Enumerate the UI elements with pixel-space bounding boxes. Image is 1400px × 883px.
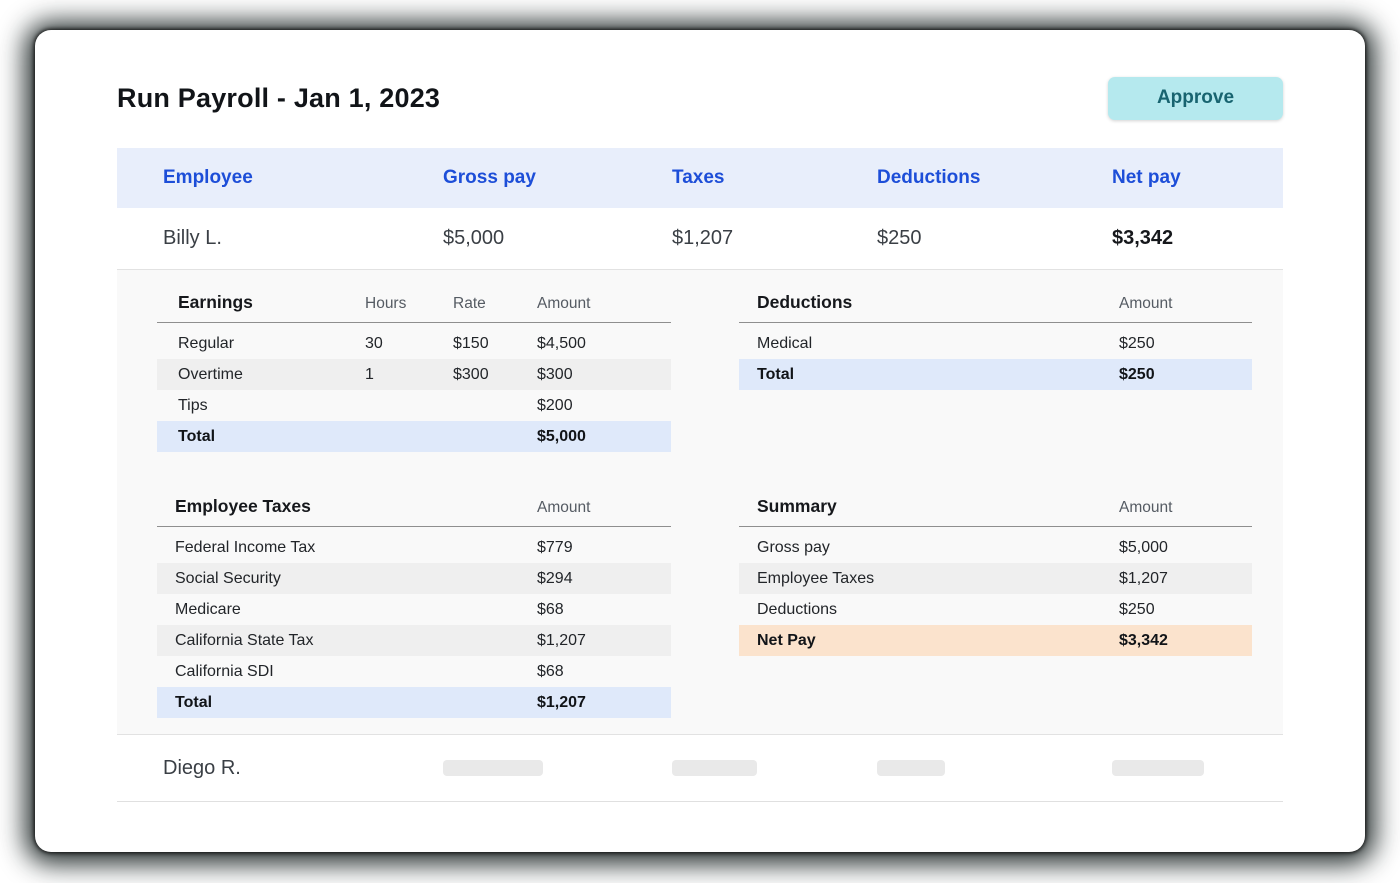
row-label: Regular (178, 334, 235, 352)
payroll-table-header: Employee Gross pay Taxes Deductions Net … (117, 148, 1283, 208)
row-label: Medical (757, 334, 813, 352)
deductions-amount-header: Amount (1119, 295, 1173, 312)
summary-row-deductions: Deductions $250 (739, 594, 1252, 625)
gross-pay-skeleton (443, 760, 543, 776)
column-header-deductions: Deductions (877, 167, 981, 188)
row-amount: $300 (537, 365, 573, 383)
employee-taxes-body: Federal Income Tax $779 Social Security … (157, 532, 671, 718)
column-header-taxes: Taxes (672, 167, 725, 188)
summary-row-employee-taxes: Employee Taxes $1,207 (739, 563, 1252, 594)
deductions-body: Medical $250 Total $250 (739, 328, 1252, 390)
row-amount: $200 (537, 396, 573, 414)
employee-name: Billy L. (163, 227, 222, 249)
employee-row-billy[interactable]: Billy L. $5,000 $1,207 $250 $3,342 (117, 208, 1283, 269)
row-amount: $779 (537, 538, 573, 556)
row-label: Employee Taxes (757, 569, 875, 587)
deductions-header: Deductions Amount (739, 292, 1252, 323)
deductions-title: Deductions (757, 292, 853, 312)
row-label: Gross pay (757, 538, 830, 556)
summary-header: Summary Amount (739, 496, 1252, 527)
gross-pay-value: $5,000 (443, 227, 505, 249)
earnings-table: Earnings Hours Rate Amount Regular 30 $1… (157, 292, 671, 452)
taxes-value: $1,207 (672, 227, 734, 249)
summary-title: Summary (757, 496, 837, 516)
row-label: Deductions (757, 600, 838, 618)
earnings-total-row: Total $5,000 (157, 421, 671, 452)
expanded-detail-panel: Earnings Hours Rate Amount Regular 30 $1… (117, 269, 1283, 735)
row-amount: $1,207 (1119, 569, 1168, 587)
net-pay-value: $3,342 (1112, 227, 1174, 249)
column-header-employee: Employee (163, 167, 253, 188)
total-amount: $250 (1119, 365, 1155, 383)
earnings-rate-header: Rate (453, 295, 486, 312)
earnings-title: Earnings (178, 292, 253, 312)
row-amount: $1,207 (537, 631, 586, 649)
deductions-table: Deductions Amount Medical $250 Total $25… (739, 292, 1252, 390)
summary-amount-header: Amount (1119, 499, 1173, 516)
employee-name: Diego R. (163, 756, 241, 779)
column-header-net-pay: Net pay (1112, 167, 1181, 188)
row-label: California State Tax (175, 631, 314, 649)
summary-table: Summary Amount Gross pay $5,000 Employee… (739, 496, 1252, 656)
row-label: Social Security (175, 569, 281, 587)
row-amount: $250 (1119, 600, 1155, 618)
earnings-body: Regular 30 $150 $4,500 Overtime 1 $300 $… (157, 328, 671, 452)
earnings-hours-header: Hours (365, 295, 407, 312)
row-label: Medicare (175, 600, 241, 618)
deductions-skeleton (877, 760, 945, 776)
total-label: Total (178, 427, 216, 445)
employee-taxes-header: Employee Taxes Amount (157, 496, 671, 527)
total-amount: $1,207 (537, 693, 586, 711)
row-label: Federal Income Tax (175, 538, 316, 556)
total-amount: $5,000 (537, 427, 586, 445)
row-amount: $250 (1119, 334, 1155, 352)
row-amount: $294 (537, 569, 573, 587)
deductions-total-row: Total $250 (739, 359, 1252, 390)
row-rate: $300 (453, 365, 489, 383)
employee-taxes-title: Employee Taxes (175, 496, 311, 516)
row-amount: $4,500 (537, 334, 586, 352)
row-amount: $5,000 (1119, 538, 1168, 556)
row-rate: $150 (453, 334, 489, 352)
earnings-row-regular: Regular 30 $150 $4,500 (157, 328, 671, 359)
total-label: Total (757, 365, 795, 383)
deductions-row-medical: Medical $250 (739, 328, 1252, 359)
tax-row-federal: Federal Income Tax $779 (157, 532, 671, 563)
row-label: Overtime (178, 365, 243, 383)
row-hours: 30 (365, 334, 383, 352)
earnings-row-tips: Tips $200 (157, 390, 671, 421)
summary-net-pay-row: Net Pay $3,342 (739, 625, 1252, 656)
column-header-gross-pay: Gross pay (443, 167, 536, 188)
row-amount: $68 (537, 600, 564, 618)
row-label: Tips (178, 396, 208, 414)
employee-row-diego[interactable]: Diego R. (117, 735, 1283, 802)
earnings-row-overtime: Overtime 1 $300 $300 (157, 359, 671, 390)
page-title: Run Payroll - Jan 1, 2023 (117, 82, 441, 113)
tax-row-social-security: Social Security $294 (157, 563, 671, 594)
net-pay-skeleton (1112, 760, 1204, 776)
earnings-amount-header: Amount (537, 295, 591, 312)
tax-row-ca-state: California State Tax $1,207 (157, 625, 671, 656)
row-label: California SDI (175, 662, 274, 680)
summary-body: Gross pay $5,000 Employee Taxes $1,207 D… (739, 532, 1252, 656)
summary-row-gross-pay: Gross pay $5,000 (739, 532, 1252, 563)
employee-taxes-table: Employee Taxes Amount Federal Income Tax… (157, 496, 671, 718)
row-hours: 1 (365, 365, 374, 383)
earnings-header: Earnings Hours Rate Amount (157, 292, 671, 323)
taxes-skeleton (672, 760, 757, 776)
employee-taxes-total-row: Total $1,207 (157, 687, 671, 718)
total-label: Net Pay (757, 631, 816, 649)
employee-taxes-amount-header: Amount (537, 499, 591, 516)
payroll-card: Run Payroll - Jan 1, 2023 Approve Employ… (35, 30, 1365, 852)
approve-button[interactable]: Approve (1108, 76, 1283, 120)
tax-row-medicare: Medicare $68 (157, 594, 671, 625)
title-bar: Run Payroll - Jan 1, 2023 Approve (117, 76, 1283, 120)
tax-row-ca-sdi: California SDI $68 (157, 656, 671, 687)
deductions-value: $250 (877, 227, 922, 249)
row-amount: $68 (537, 662, 564, 680)
total-amount: $3,342 (1119, 631, 1168, 649)
total-label: Total (175, 693, 213, 711)
